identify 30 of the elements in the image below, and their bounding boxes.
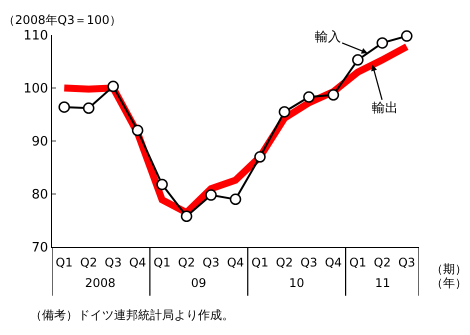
x-tick-label: Q3 [398, 256, 416, 270]
text: 輸出 [372, 101, 398, 116]
series-label: 輸入 [315, 30, 341, 45]
x-tick-label: Q3 [202, 256, 220, 270]
y-axis-title: （2008年Q3＝100） [3, 13, 122, 27]
text: （年） [431, 276, 467, 290]
text: （備考）ドイツ連邦統計局より作成。 [30, 308, 234, 322]
x-tick-label: Q3 [300, 256, 318, 270]
x-tick-label: Q2 [178, 256, 196, 270]
x-axis-title: （期） [431, 262, 467, 276]
y-tick-label: 70 [32, 240, 48, 256]
text: 10 [289, 276, 304, 290]
y-tick-label: 80 [32, 188, 48, 203]
x-tick-label: Q3 [104, 256, 122, 270]
x-tick-label: Q4 [324, 256, 342, 270]
x-tick-label: Q2 [374, 256, 391, 270]
text: 11 [375, 276, 390, 290]
y-tick-label: 90 [32, 134, 48, 150]
x-tick-label: Q1 [349, 256, 366, 270]
x-tick-label: Q4 [226, 256, 244, 270]
text: 09 [191, 276, 206, 290]
x-tick-label: Q1 [56, 256, 73, 270]
x-tick-label: Q1 [251, 256, 269, 270]
y-tick-label: 110 [23, 28, 48, 44]
x-tick-label: Q2 [80, 256, 98, 270]
x-tick-label: Q2 [276, 256, 293, 270]
text: 2008 [85, 276, 116, 290]
x-tick-label: Q1 [154, 256, 171, 270]
y-tick-label: 100 [23, 82, 48, 97]
x-tick-label: Q4 [129, 256, 146, 270]
